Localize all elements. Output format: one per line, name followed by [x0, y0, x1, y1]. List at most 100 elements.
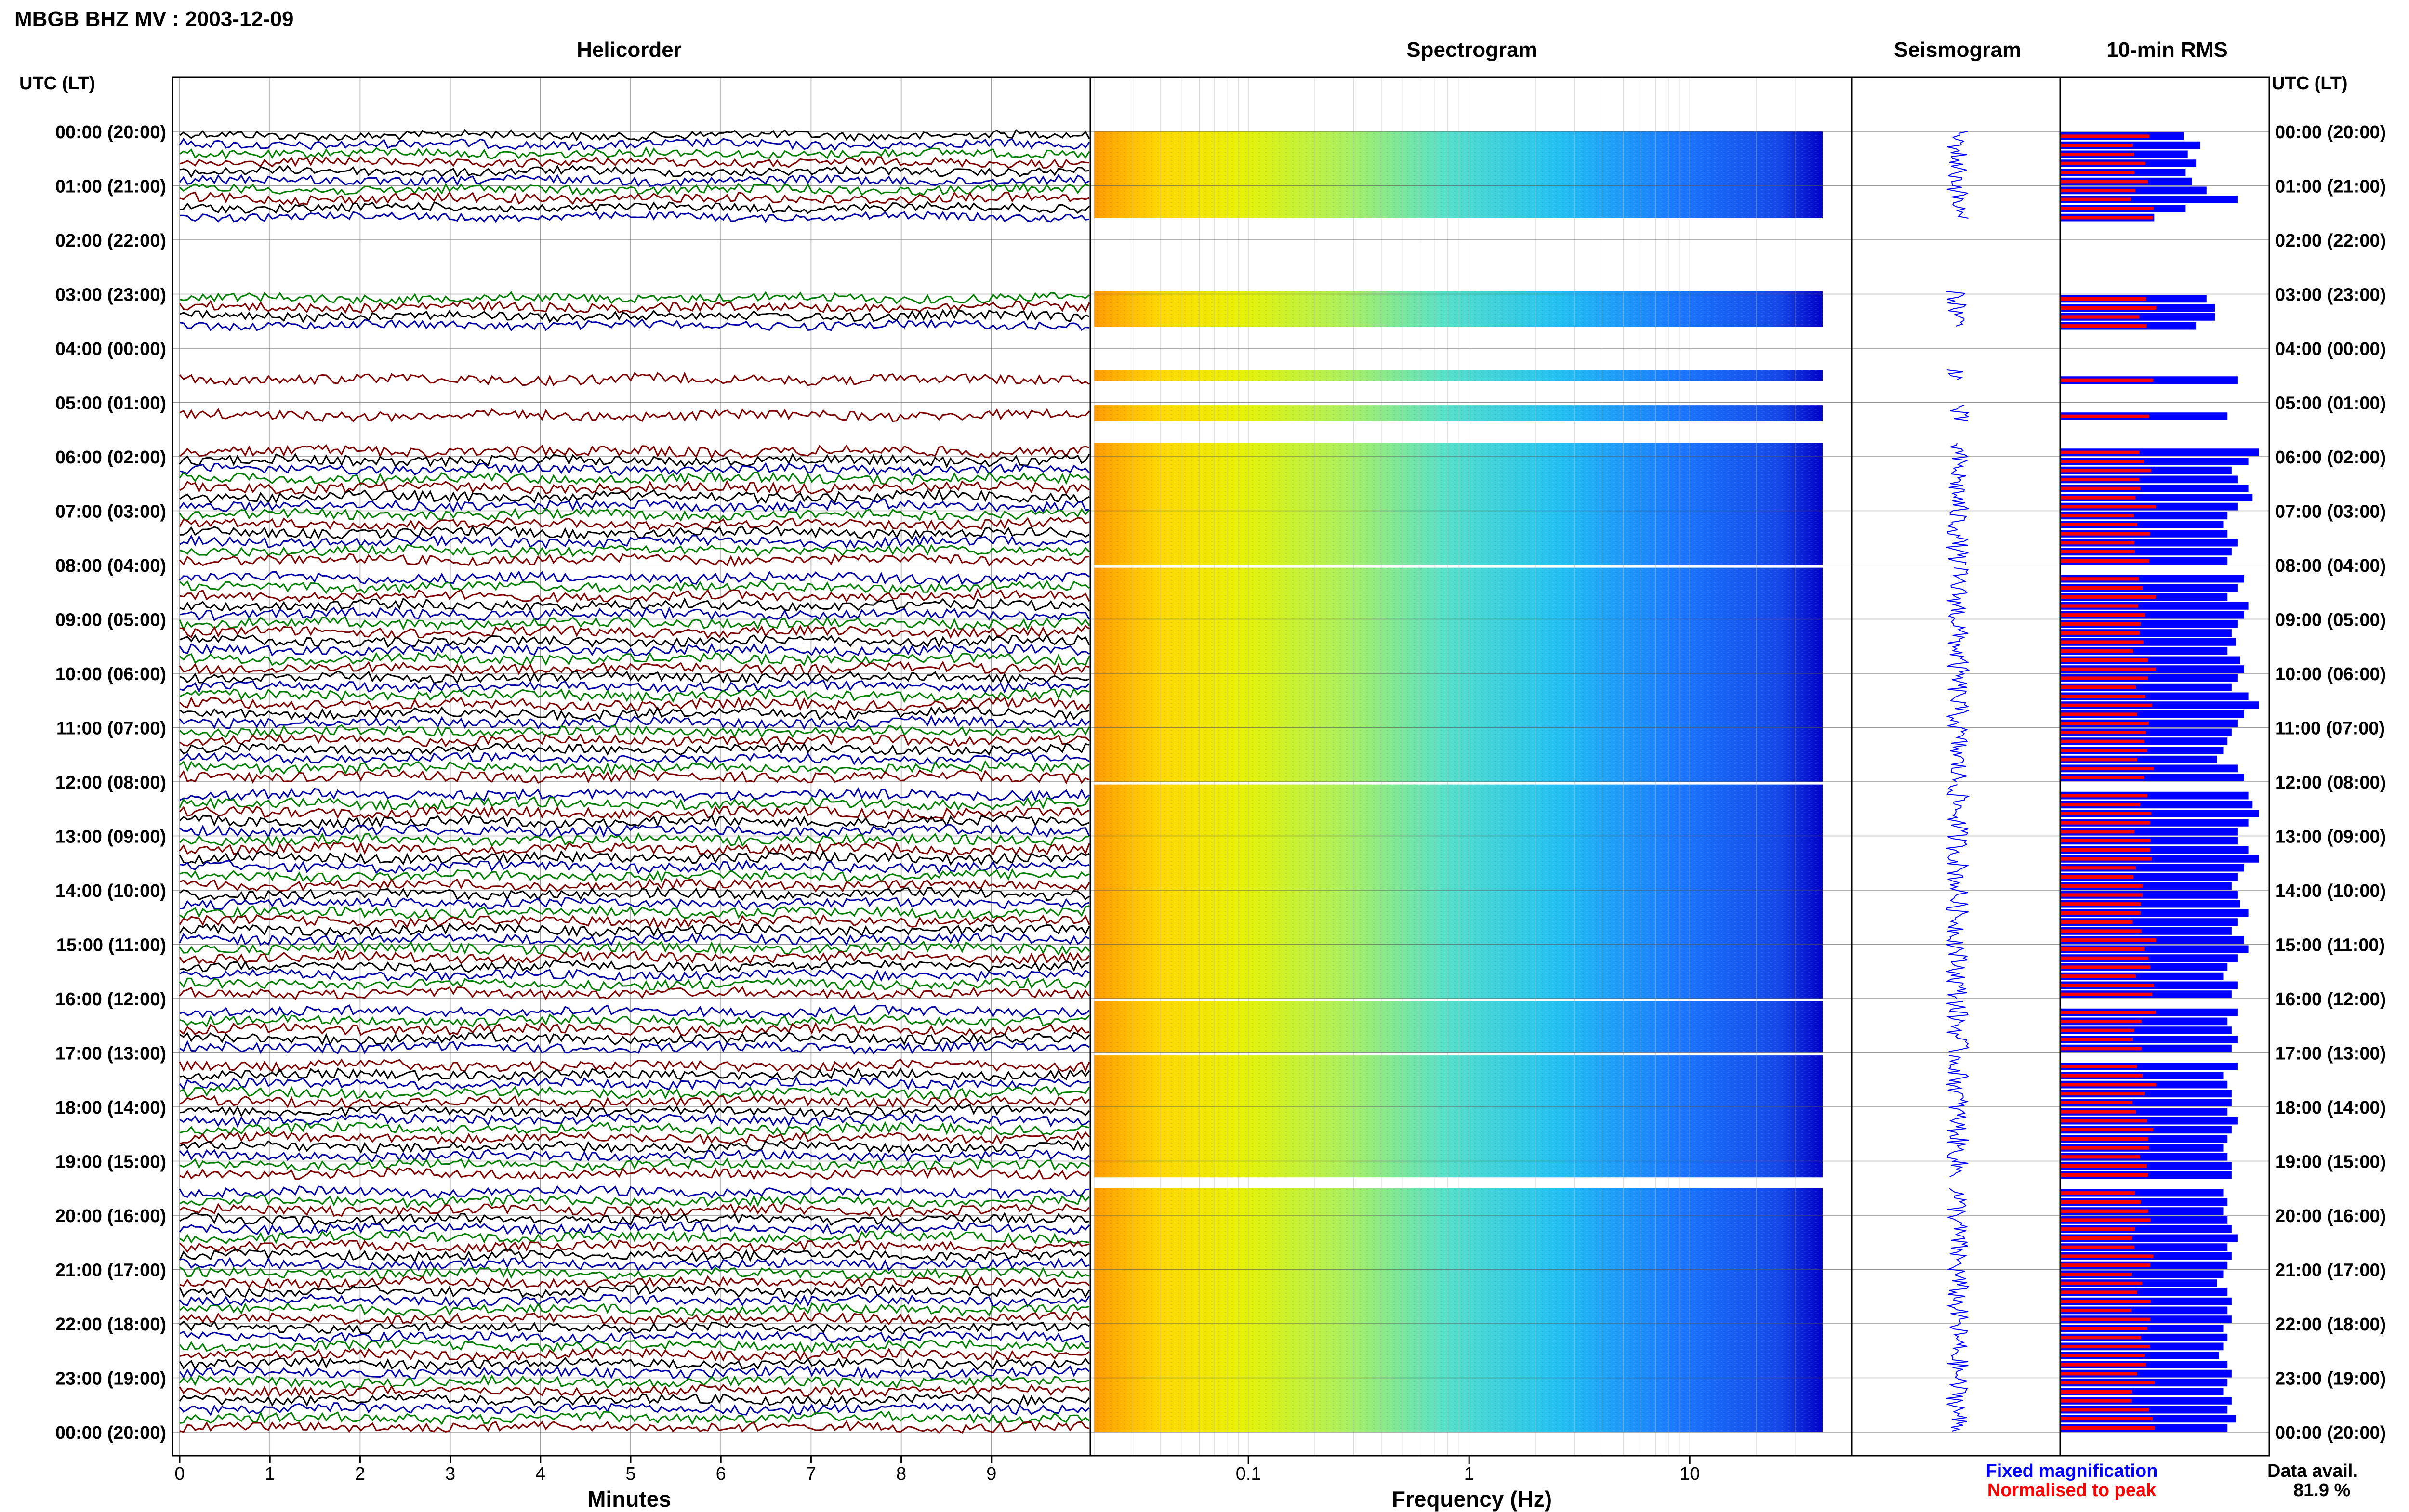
minute-tick-label: 0 — [174, 1464, 185, 1484]
time-label-right: 09:00 (05:00) — [2275, 610, 2386, 631]
helicorder-trace — [179, 1393, 1090, 1407]
frequency-tick-label: 0.1 — [1236, 1464, 1261, 1484]
x-axes: 0 1 2 3 4 5 6 7 8 9 0.1 1 10 — [174, 1456, 1700, 1484]
helicorder-trace — [179, 371, 1090, 387]
rms-bar-fixed — [2060, 1090, 2232, 1098]
frequency-tick-label: 10 — [1680, 1464, 1700, 1484]
helicorder-trace — [179, 976, 1090, 991]
rms-bar-fixed — [2060, 656, 2240, 664]
helicorder-trace — [179, 488, 1090, 504]
helicorder-trace — [179, 156, 1090, 169]
rms-bar-normalised — [2060, 180, 2148, 184]
rms-bar-normalised — [2060, 649, 2133, 653]
rms-bar-fixed — [2060, 1225, 2232, 1233]
time-label-left: 03:00 (23:00) — [55, 285, 166, 305]
time-labels-left: 00:00 (20:00) 01:00 (21:00) 02:00 (22:00) 0… — [55, 122, 166, 1443]
rms-bar-fixed — [2060, 1333, 2228, 1341]
rms-bar-normalised — [2060, 450, 2140, 454]
rms-bar-fixed — [2060, 855, 2259, 863]
helicorder-trace — [179, 742, 1090, 756]
helicorder-trace — [179, 643, 1090, 657]
helicorder-trace — [179, 318, 1090, 332]
rms-bar-normalised — [2060, 1281, 2143, 1285]
helicorder-trace — [179, 814, 1090, 829]
helicorder-trace — [179, 1095, 1090, 1109]
helicorder-trace — [179, 129, 1090, 142]
rms-bar-normalised — [2060, 532, 2150, 536]
rms-bar-normalised — [2060, 739, 2145, 743]
helicorder-trace — [179, 706, 1090, 721]
time-label-left: 17:00 (13:00) — [55, 1044, 166, 1064]
seismogram-trace-segment — [1946, 784, 1971, 999]
rms-bar-normalised — [2060, 848, 2151, 852]
rms-bar-normalised — [2060, 595, 2156, 599]
rms-bar-fixed — [2060, 1243, 2228, 1251]
legend-normalised-to-peak: Normalised to peak — [1987, 1480, 2157, 1500]
rms-bar-normalised — [2060, 469, 2152, 473]
helicorder-trace — [179, 1031, 1090, 1046]
rms-bar-fixed — [2060, 972, 2224, 980]
rms-bar-fixed — [2060, 945, 2249, 953]
time-label-right: 07:00 (03:00) — [2275, 502, 2386, 522]
spectrogram-texture — [1094, 1001, 1823, 1053]
rms-bar-normalised — [2060, 1372, 2137, 1376]
rms-bar-fixed — [2060, 873, 2238, 881]
rms-bar-fixed — [2060, 882, 2232, 890]
helicorder-trace — [179, 1131, 1090, 1145]
rms-bar-normalised — [2060, 947, 2145, 951]
helicorder-trace — [179, 201, 1090, 214]
time-label-left: 23:00 (19:00) — [55, 1369, 166, 1389]
seismogram-trace-segment — [1946, 1001, 1970, 1052]
time-label-right: 00:00 (20:00) — [2275, 1423, 2386, 1443]
time-label-left: 10:00 (06:00) — [55, 664, 166, 684]
rms-bar-normalised — [2060, 766, 2154, 771]
helicorder-trace — [179, 1113, 1090, 1128]
helicorder-trace — [179, 444, 1090, 460]
helicorder-trace — [179, 624, 1090, 639]
helicorder-trace — [179, 679, 1090, 694]
rms-bar-fixed — [2060, 791, 2249, 800]
rms-bar-fixed — [2060, 864, 2244, 872]
panel-title-seismogram: Seismogram — [1894, 38, 2021, 62]
helicorder-trace — [179, 859, 1090, 875]
helicorder-trace — [179, 507, 1090, 522]
rms-bar-normalised — [2060, 134, 2150, 138]
minute-tick-label: 7 — [806, 1464, 816, 1484]
helicorder-trace — [179, 652, 1090, 667]
rms-bar-normalised — [2060, 1128, 2154, 1132]
seismogram-trace — [1946, 131, 1971, 1432]
helicorder-trace — [179, 146, 1090, 160]
helicorder-trace — [179, 480, 1090, 495]
helicorder-trace — [179, 291, 1090, 305]
x-axis-label-frequency: Frequency (Hz) — [1392, 1486, 1552, 1512]
seismogram-trace-segment — [1946, 1188, 1970, 1432]
time-label-left: 13:00 (09:00) — [55, 827, 166, 847]
time-label-left: 11:00 (07:00) — [56, 719, 166, 739]
time-label-right: 00:00 (20:00) — [2275, 122, 2386, 143]
helicorder-trace — [180, 210, 1090, 224]
rms-bar-normalised — [2060, 1245, 2135, 1249]
time-label-right: 08:00 (04:00) — [2275, 556, 2386, 576]
helicorder-trace — [179, 1284, 1090, 1299]
helicorder-trace — [179, 1266, 1090, 1280]
helicorder-trace — [179, 174, 1090, 187]
rms-bar-fixed — [2060, 458, 2249, 465]
main-plot-frame — [172, 76, 2270, 1457]
rms-bar-normalised — [2060, 414, 2149, 418]
helicorder-trace — [179, 751, 1090, 766]
time-label-left: 16:00 (12:00) — [55, 989, 166, 1010]
rms-bar-normalised — [2060, 1209, 2149, 1213]
time-label-right: 11:00 (07:00) — [2275, 719, 2385, 739]
helicorder-trace — [179, 525, 1090, 540]
spectrogram-texture — [1094, 370, 1823, 381]
rms-bar-normalised — [2060, 1065, 2137, 1068]
helicorder-trace — [179, 914, 1090, 929]
rms-bar-normalised — [2060, 1011, 2156, 1014]
time-label-right: 17:00 (13:00) — [2275, 1044, 2386, 1064]
panel-title-spectrogram: Spectrogram — [1406, 38, 1537, 62]
time-label-left: 00:00 (20:00) — [55, 122, 166, 143]
time-label-right: 18:00 (14:00) — [2275, 1098, 2386, 1118]
rms-bar-normalised — [2060, 1028, 2135, 1032]
time-label-left: 18:00 (14:00) — [55, 1098, 166, 1118]
rms-bar-fixed — [2060, 638, 2236, 646]
